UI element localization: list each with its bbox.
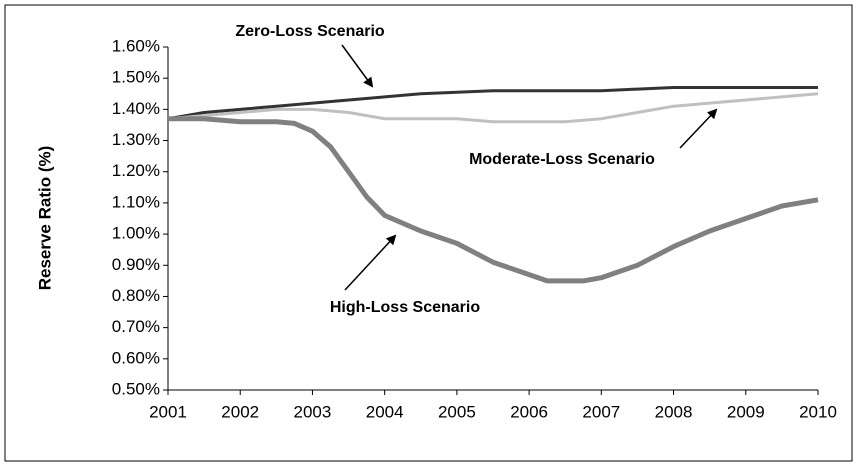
y-tick-label: 0.80% [112, 286, 160, 305]
y-tick-label: 0.60% [112, 348, 160, 367]
x-tick-label: 2008 [655, 402, 693, 421]
x-tick-label: 2003 [294, 402, 332, 421]
y-axis-label: Reserve Ratio (%) [35, 146, 54, 291]
x-tick-label: 2006 [510, 402, 548, 421]
y-tick-label: 1.10% [112, 192, 160, 211]
chart-border [4, 4, 853, 462]
y-tick-label: 0.70% [112, 317, 160, 336]
y-tick-label: 1.30% [112, 130, 160, 149]
annotation: High-Loss Scenario [330, 299, 480, 316]
arrow [344, 234, 397, 291]
x-tick-label: 2007 [582, 402, 620, 421]
y-tick-label: 0.90% [112, 255, 160, 274]
series-line [168, 116, 819, 284]
y-tick-label: 1.00% [112, 224, 160, 243]
y-tick-label: 0.50% [112, 379, 160, 398]
x-tick-label: 2004 [366, 402, 404, 421]
annotation: Zero-Loss Scenario [235, 23, 385, 40]
annotation: Moderate-Loss Scenario [469, 151, 655, 168]
y-tick-label: 1.60% [112, 36, 160, 55]
x-tick-label: 2002 [221, 402, 259, 421]
x-tick-label: 2009 [727, 402, 765, 421]
y-tick-label: 1.40% [112, 99, 160, 118]
series-line [167, 92, 819, 124]
y-tick-label: 1.50% [112, 68, 160, 87]
series-line [167, 86, 818, 121]
x-tick-label: 2005 [438, 402, 476, 421]
arrow [341, 44, 374, 88]
x-tick-label: 2010 [799, 402, 837, 421]
plot-area: 0.50% 0.60% 0.70% 0.80% 0.90% 1.00% 1.10% 1.20%… [112, 36, 837, 421]
arrow [679, 108, 718, 149]
x-tick-label: 2001 [149, 402, 187, 421]
y-tick-label: 1.20% [112, 161, 160, 180]
